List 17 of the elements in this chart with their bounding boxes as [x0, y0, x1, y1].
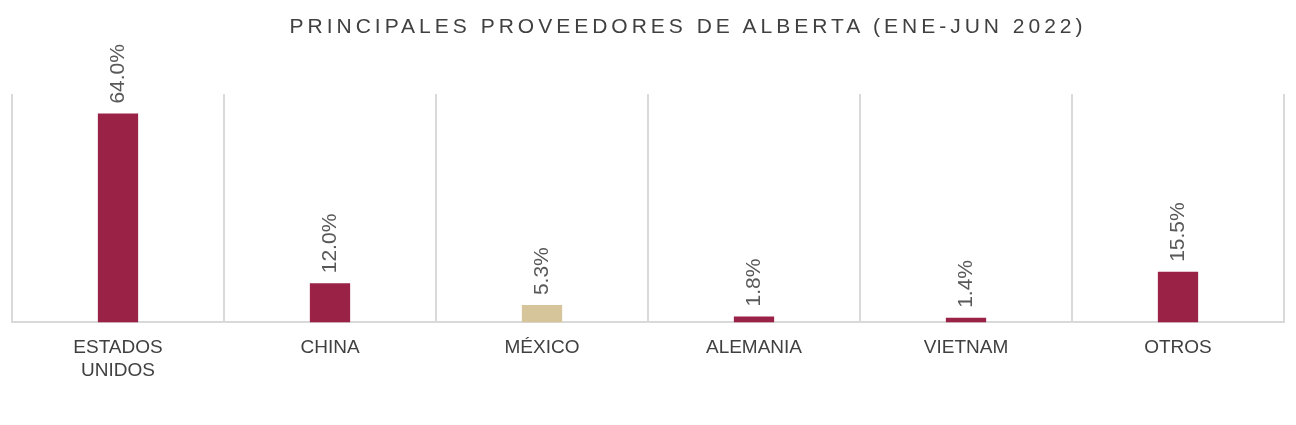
x-tick-label: MÉXICO [504, 336, 580, 358]
bar [309, 283, 351, 323]
data-label: 15.5% [1164, 202, 1188, 262]
bar [521, 305, 563, 323]
x-tick-label: CHINA [300, 336, 360, 358]
data-label: 1.4% [952, 259, 976, 308]
x-tick-label: VIETNAM [923, 336, 1009, 358]
x-tick-label: OTROS [1144, 336, 1212, 358]
x-tick-label: ALEMANIA [705, 336, 803, 358]
bar [1157, 271, 1199, 323]
data-label: 64.0% [104, 44, 128, 104]
chart-title: PRINCIPALES PROVEEDORES DE ALBERTA (ENE-JUN 2022) [288, 13, 1088, 39]
x-tick-label: ESTADOS UNIDOS [73, 336, 163, 380]
data-label: 5.3% [528, 247, 552, 296]
data-label: 12.0% [316, 213, 340, 274]
data-label: 1.8% [740, 258, 764, 307]
bar [97, 113, 139, 323]
